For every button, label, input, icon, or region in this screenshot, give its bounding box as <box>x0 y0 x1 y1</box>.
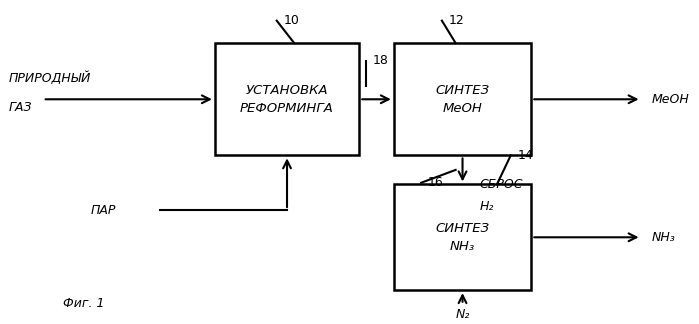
Text: 16: 16 <box>428 176 444 189</box>
Text: СИНТЕЗ
NH₃: СИНТЕЗ NH₃ <box>435 222 489 253</box>
Bar <box>394 43 531 156</box>
Text: 18: 18 <box>373 54 389 67</box>
Bar <box>215 43 359 156</box>
Text: N₂: N₂ <box>455 308 470 321</box>
Bar <box>394 184 531 290</box>
Text: NH₃: NH₃ <box>651 231 675 244</box>
Text: ГАЗ: ГАЗ <box>8 101 31 114</box>
Text: MeOH: MeOH <box>651 93 689 106</box>
Text: 14: 14 <box>517 149 533 162</box>
Text: УСТАНОВКА
РЕФОРМИНГА: УСТАНОВКА РЕФОРМИНГА <box>240 84 334 115</box>
Text: Фиг. 1: Фиг. 1 <box>63 296 105 310</box>
Text: H₂: H₂ <box>480 200 494 213</box>
Text: СБРОС: СБРОС <box>480 178 524 191</box>
Text: 10: 10 <box>284 14 299 27</box>
Text: 12: 12 <box>449 14 465 27</box>
Text: ПАР: ПАР <box>91 203 116 216</box>
Text: СИНТЕЗ
MeOH: СИНТЕЗ MeOH <box>435 84 489 115</box>
Text: ПРИРОДНЫЙ: ПРИРОДНЫЙ <box>8 72 91 85</box>
